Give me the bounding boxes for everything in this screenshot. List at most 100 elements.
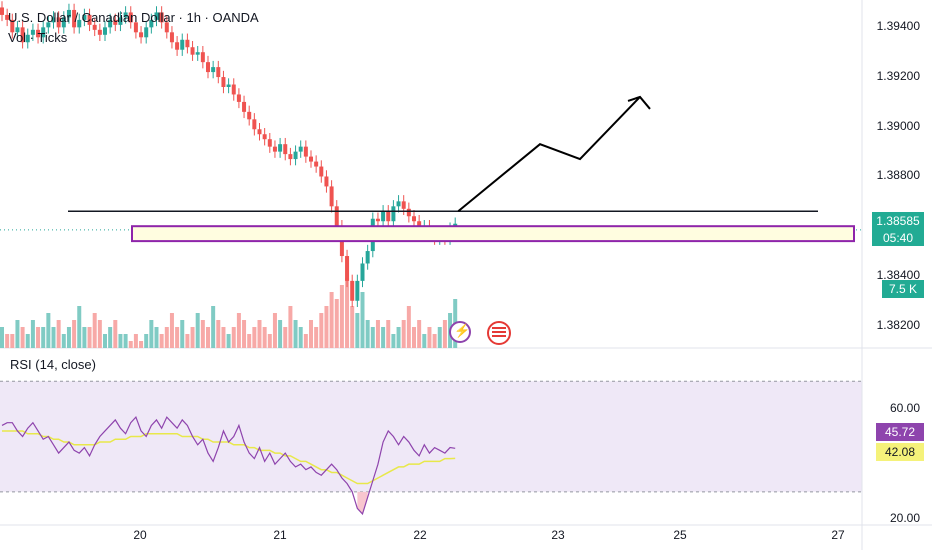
- volume-bar: [370, 327, 375, 348]
- candle-body: [56, 17, 61, 28]
- time-tick-label: 21: [273, 528, 287, 542]
- candle-body: [381, 211, 386, 222]
- volume-bar: [375, 320, 380, 348]
- volume-bar: [216, 320, 221, 348]
- volume-bar: [36, 327, 41, 348]
- candle-body: [195, 52, 200, 55]
- candle-body: [180, 39, 185, 50]
- candle-body: [72, 9, 77, 28]
- volume-bar: [51, 327, 56, 348]
- symbol-title[interactable]: U.S. Dollar / Canadian Dollar · 1h · OAN…: [8, 10, 259, 25]
- volume-bar: [195, 313, 200, 348]
- price-tick-label: 1.38800: [876, 168, 920, 183]
- volume-bar: [185, 334, 190, 348]
- volume-legend[interactable]: Vol · Ticks: [8, 30, 68, 45]
- candle-body: [51, 17, 56, 23]
- volume-bar: [314, 327, 319, 348]
- candle-body: [247, 111, 252, 120]
- time-tick-label: 22: [413, 528, 427, 542]
- volume-bar: [365, 320, 370, 348]
- candle-body: [66, 9, 71, 18]
- volume-bar: [61, 334, 66, 348]
- rsi-legend[interactable]: RSI (14, close): [8, 357, 98, 372]
- candle-body: [15, 27, 20, 33]
- candle-body: [350, 280, 355, 301]
- rsi-value-badge: 45.72: [876, 423, 924, 441]
- price-tick-label: 1.39000: [876, 118, 920, 133]
- volume-bar: [190, 327, 195, 348]
- candle-body: [123, 12, 128, 18]
- projection-path: [457, 96, 641, 213]
- volume-bar: [267, 334, 272, 348]
- bar-countdown: 05:40: [882, 231, 914, 245]
- volume-bar: [334, 299, 339, 348]
- volume-bar: [113, 320, 118, 348]
- price-tick-label: 1.39400: [876, 19, 920, 34]
- candle-body: [200, 52, 205, 63]
- volume-bar: [30, 320, 35, 348]
- volume-bar: [247, 334, 252, 348]
- us-flag-event-icon[interactable]: [487, 321, 511, 345]
- volume-bar: [350, 306, 355, 348]
- price-tick-label: 1.39200: [876, 69, 920, 84]
- candle-body: [360, 263, 365, 281]
- volume-bar: [169, 313, 174, 348]
- candle-body: [375, 218, 380, 222]
- last-price-value: 1.38585: [876, 214, 920, 228]
- candle-body: [257, 129, 262, 135]
- volume-bar: [92, 313, 97, 348]
- candle-body: [386, 211, 391, 222]
- volume-bar: [159, 334, 164, 348]
- volume-bar: [339, 285, 344, 348]
- volume-bar: [139, 341, 144, 348]
- flash-event-icon[interactable]: [449, 321, 471, 343]
- volume-bar: [324, 306, 329, 348]
- volume-bar: [5, 334, 10, 348]
- volume-bar: [15, 320, 20, 348]
- volume-bar: [262, 327, 267, 348]
- volume-bar: [391, 334, 396, 348]
- candle-body: [169, 32, 174, 43]
- candle-body: [334, 206, 339, 227]
- volume-bar: [442, 320, 447, 348]
- volume-bar: [164, 327, 169, 348]
- candle-body: [164, 22, 169, 33]
- candle-body: [87, 14, 92, 25]
- candle-body: [5, 14, 10, 20]
- candle-body: [25, 34, 30, 43]
- rsi-tick-label: 20.00: [889, 511, 920, 526]
- volume-bar: [25, 334, 30, 348]
- candle-body: [278, 144, 283, 152]
- candle-body: [314, 161, 319, 167]
- drawing-tools: [68, 95, 855, 243]
- volume-bar: [303, 334, 308, 348]
- candle-body: [139, 32, 144, 38]
- candle-body: [190, 47, 195, 55]
- candle-body: [272, 146, 277, 152]
- volume-bar: [319, 313, 324, 348]
- candle-body: [41, 27, 46, 38]
- price-candles: [0, 1, 458, 307]
- volume-bar: [309, 320, 313, 348]
- candle-body: [82, 14, 87, 20]
- volume-bar: [56, 320, 61, 348]
- candle-body: [36, 29, 41, 38]
- candle-body: [309, 156, 313, 162]
- candle-body: [236, 94, 241, 102]
- volume-bar: [298, 327, 303, 348]
- candle-body: [185, 39, 190, 48]
- volume-bar: [381, 327, 386, 348]
- volume-bar: [355, 313, 360, 348]
- volume-bar: [10, 334, 15, 348]
- candle-body: [262, 134, 267, 140]
- volume-bar: [427, 327, 432, 348]
- candle-body: [267, 139, 272, 147]
- volume-bar: [108, 327, 113, 348]
- rsi-oversold-fill: [357, 491, 368, 514]
- candle-body: [128, 12, 133, 23]
- volume-bar: [149, 320, 154, 348]
- candle-body: [30, 29, 35, 35]
- rsi-pane: [1, 416, 456, 516]
- candle-body: [221, 77, 226, 87]
